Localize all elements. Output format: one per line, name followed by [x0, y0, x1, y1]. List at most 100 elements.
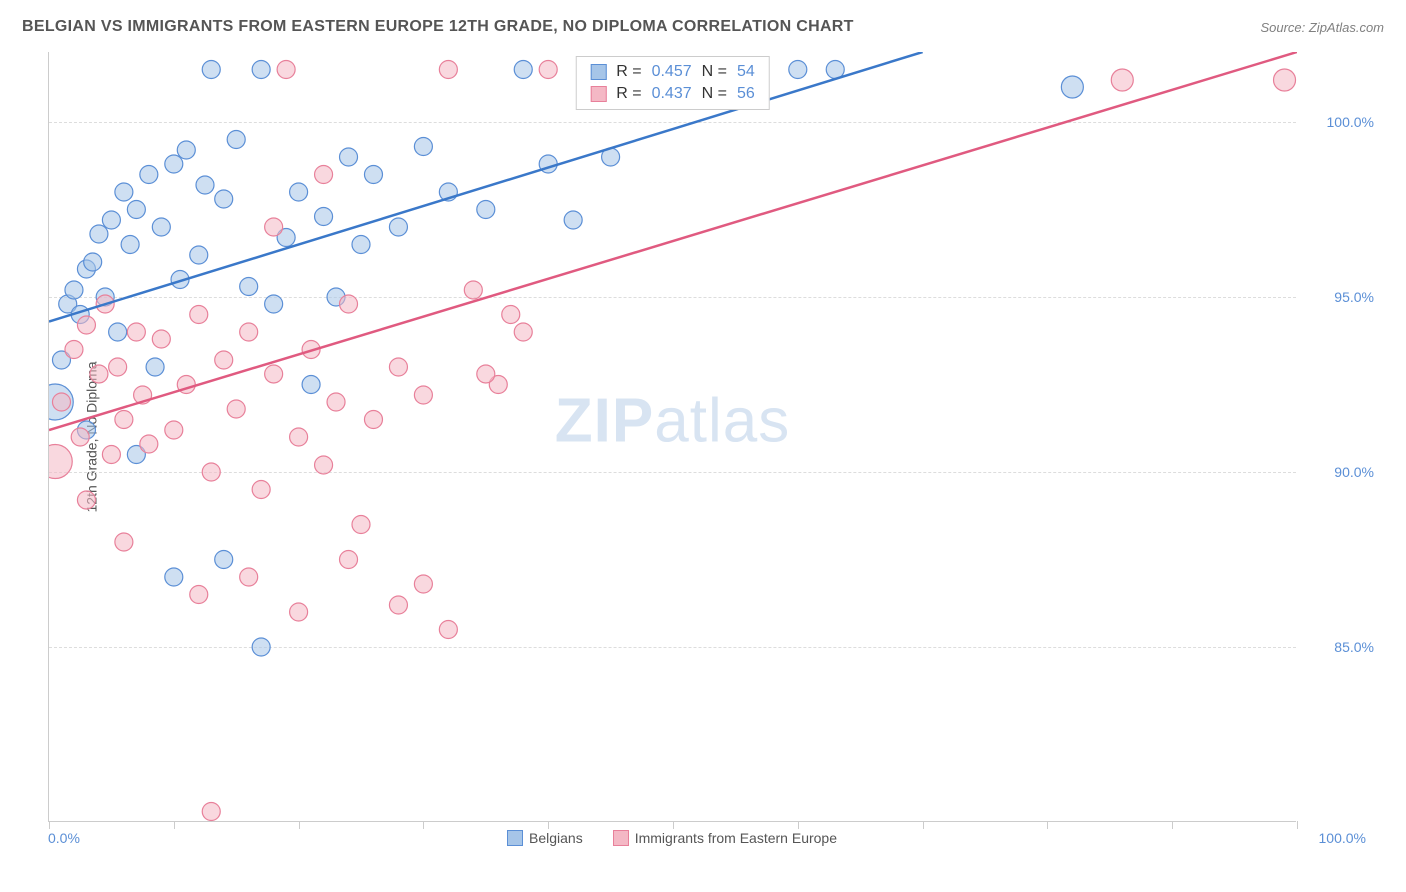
scatter-point [109, 323, 127, 341]
scatter-point [115, 411, 133, 429]
scatter-point [265, 218, 283, 236]
scatter-point [202, 61, 220, 79]
scatter-point [115, 183, 133, 201]
correlation-legend: R = 0.457 N = 54 R = 0.437 N = 56 [575, 56, 770, 110]
x-tick [673, 821, 674, 829]
scatter-point [477, 365, 495, 383]
legend-swatch [613, 830, 629, 846]
scatter-point [127, 323, 145, 341]
scatter-point [364, 411, 382, 429]
scatter-point [77, 491, 95, 509]
legend-label: Immigrants from Eastern Europe [635, 830, 837, 846]
x-max-label: 100.0% [1319, 830, 1366, 846]
scatter-point [539, 61, 557, 79]
scatter-point [52, 393, 70, 411]
scatter-point [202, 463, 220, 481]
scatter-point [477, 201, 495, 219]
scatter-point [165, 421, 183, 439]
scatter-point [190, 586, 208, 604]
n-value-immigrants: 56 [737, 85, 755, 103]
x-tick [1297, 821, 1298, 829]
scatter-point [165, 155, 183, 173]
scatter-point [177, 141, 195, 159]
chart-container: 12th Grade, No Diploma ZIPatlas R = 0.45… [48, 52, 1384, 822]
legend-swatch-blue [590, 64, 606, 80]
scatter-point [146, 358, 164, 376]
legend-label: Belgians [529, 830, 583, 846]
scatter-point [196, 176, 214, 194]
scatter-point [190, 246, 208, 264]
r-label: R = [616, 63, 641, 81]
scatter-point [140, 435, 158, 453]
scatter-point [464, 281, 482, 299]
scatter-point [414, 138, 432, 156]
legend-row-belgians: R = 0.457 N = 54 [590, 61, 755, 83]
regression-line [49, 52, 923, 322]
r-value-belgians: 0.457 [652, 63, 692, 81]
scatter-point [102, 211, 120, 229]
scatter-point [227, 131, 245, 149]
chart-title: BELGIAN VS IMMIGRANTS FROM EASTERN EUROP… [22, 18, 854, 36]
scatter-point [340, 295, 358, 313]
scatter-point [265, 365, 283, 383]
x-tick [548, 821, 549, 829]
legend-item: Belgians [507, 830, 583, 846]
scatter-point [252, 61, 270, 79]
scatter-point [352, 516, 370, 534]
n-value-belgians: 54 [737, 63, 755, 81]
scatter-point [514, 61, 532, 79]
chart-source: Source: ZipAtlas.com [1260, 20, 1384, 35]
x-axis-labels: 0.0% 100.0% BelgiansImmigrants from East… [48, 830, 1296, 854]
scatter-point [1274, 69, 1296, 91]
scatter-point [389, 218, 407, 236]
scatter-point [315, 166, 333, 184]
scatter-point [414, 386, 432, 404]
scatter-point [439, 61, 457, 79]
scatter-point [290, 183, 308, 201]
scatter-point [1111, 69, 1133, 91]
scatter-point [140, 166, 158, 184]
scatter-point [1061, 76, 1083, 98]
y-tick-label: 90.0% [1334, 464, 1374, 480]
scatter-point [127, 201, 145, 219]
scatter-point [77, 316, 95, 334]
bottom-legend: Belgians Immigrants from Eastern Europe [48, 830, 1296, 846]
y-tick-label: 85.0% [1334, 639, 1374, 655]
scatter-point [109, 358, 127, 376]
chart-header: BELGIAN VS IMMIGRANTS FROM EASTERN EUROP… [0, 0, 1406, 44]
scatter-point [502, 306, 520, 324]
r-value-immigrants: 0.437 [652, 85, 692, 103]
x-tick [923, 821, 924, 829]
y-tick-label: 100.0% [1327, 114, 1374, 130]
scatter-point [152, 330, 170, 348]
scatter-point [240, 323, 258, 341]
scatter-point [789, 61, 807, 79]
x-tick [49, 821, 50, 829]
scatter-point [340, 148, 358, 166]
scatter-point [290, 428, 308, 446]
scatter-point [327, 393, 345, 411]
scatter-point [414, 575, 432, 593]
scatter-point [514, 323, 532, 341]
r-label: R = [616, 85, 641, 103]
scatter-point [152, 218, 170, 236]
scatter-point [315, 208, 333, 226]
scatter-point [121, 236, 139, 254]
scatter-point [65, 341, 83, 359]
scatter-point [49, 445, 72, 479]
legend-row-immigrants: R = 0.437 N = 56 [590, 83, 755, 105]
scatter-point [90, 225, 108, 243]
scatter-point [352, 236, 370, 254]
n-label: N = [702, 85, 727, 103]
x-tick [1172, 821, 1173, 829]
scatter-point [389, 596, 407, 614]
scatter-point [277, 61, 295, 79]
scatter-point [215, 551, 233, 569]
scatter-point [215, 351, 233, 369]
scatter-point [240, 568, 258, 586]
scatter-point [215, 190, 233, 208]
legend-item: Immigrants from Eastern Europe [613, 830, 837, 846]
legend-swatch [507, 830, 523, 846]
x-tick [1047, 821, 1048, 829]
scatter-point [252, 638, 270, 656]
